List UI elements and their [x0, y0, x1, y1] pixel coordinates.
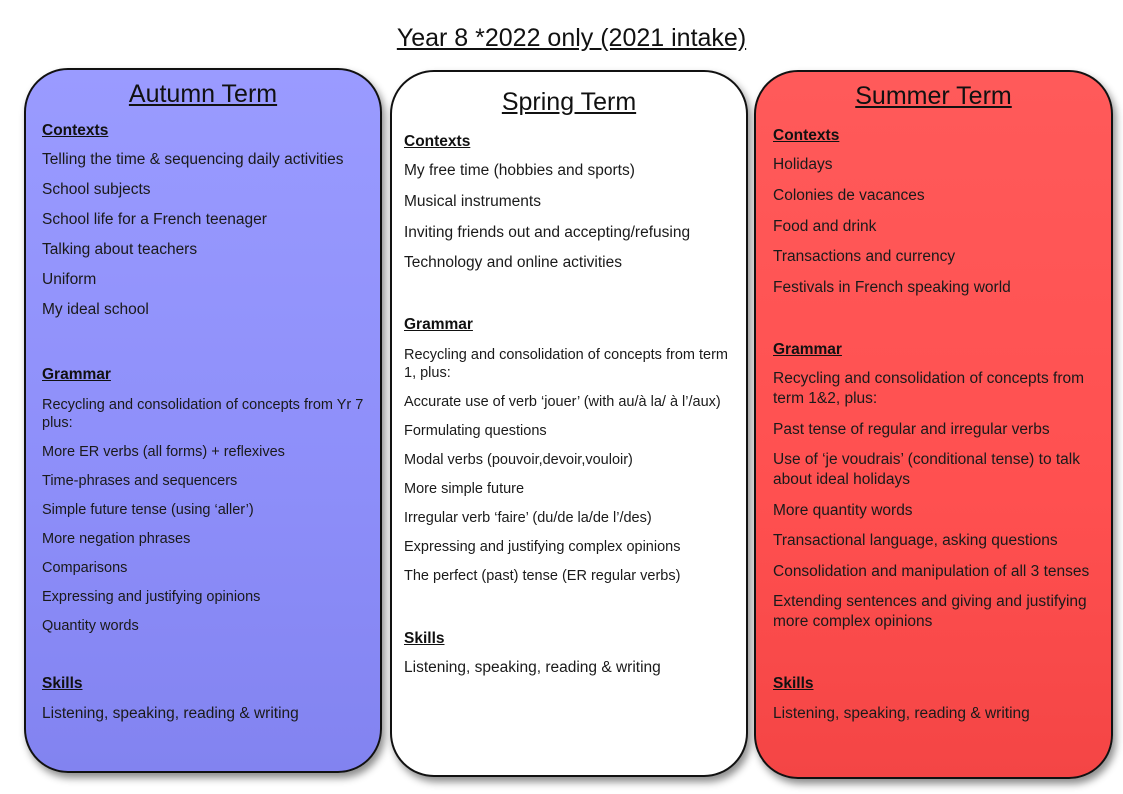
autumn-skills-heading: Skills [42, 675, 83, 692]
list-item: School subjects [42, 181, 151, 198]
autumn-grammar-heading: Grammar [42, 366, 111, 383]
list-item: Uniform [42, 271, 97, 288]
summer-skills-heading: Skills [773, 675, 814, 692]
list-item: More simple future [404, 481, 525, 497]
summer-contexts-list: Holidays Colonies de vacances Food and d… [773, 155, 1103, 298]
list-item: Colonies de vacances [773, 187, 925, 204]
list-item: Expressing and justifying opinions [42, 589, 261, 605]
list-item: Formulating questions [404, 423, 547, 439]
list-item: Holidays [773, 156, 833, 173]
list-item: More ER verbs (all forms) + reflexives [42, 444, 285, 460]
list-item: Listening, speaking, reading & writing [773, 705, 1030, 722]
spring-grammar-list: Recycling and consolidation of concepts … [404, 346, 728, 585]
spring-term-card: Spring Term Contexts My free time (hobbi… [390, 70, 748, 777]
list-item: Accurate use of verb ‘jouer’ (with au/à … [404, 394, 721, 410]
spring-skills-heading: Skills [404, 630, 445, 647]
summer-grammar-list: Recycling and consolidation of concepts … [773, 369, 1103, 632]
list-item: Inviting friends out and accepting/refus… [404, 224, 691, 241]
autumn-term-title: Autumn Term [128, 80, 278, 108]
list-item: Consolidation and manipulation of all 3 … [773, 563, 1090, 580]
spring-grammar-heading: Grammar [404, 316, 473, 333]
spring-contexts-list: My free time (hobbies and sports) Musica… [404, 161, 728, 273]
list-item: Festivals in French speaking world [773, 279, 1011, 296]
autumn-contexts-list: Telling the time & sequencing daily acti… [42, 150, 364, 320]
list-item: My free time (hobbies and sports) [404, 162, 635, 179]
list-item: Irregular verb ‘faire’ (du/de la/de l’/d… [404, 510, 652, 526]
summer-contexts-heading: Contexts [773, 127, 840, 144]
list-item: The perfect (past) tense (ER regular ver… [404, 568, 681, 584]
list-item: Recycling and consolidation of concepts … [773, 370, 1085, 407]
list-item: Transactions and currency [773, 248, 956, 265]
spring-contexts-heading: Contexts [404, 133, 471, 150]
list-item: School life for a French teenager [42, 211, 267, 228]
list-item: More quantity words [773, 502, 913, 519]
list-item: Talking about teachers [42, 241, 198, 258]
list-item: Recycling and consolidation of concepts … [42, 397, 364, 431]
list-item: Quantity words [42, 618, 139, 634]
list-item: Modal verbs (pouvoir,devoir,vouloir) [404, 452, 633, 468]
autumn-term-card: Autumn Term Contexts Telling the time & … [24, 68, 382, 773]
spring-term-title: Spring Term [501, 88, 637, 116]
list-item: Past tense of regular and irregular verb… [773, 421, 1050, 438]
list-item: Simple future tense (using ‘aller’) [42, 502, 254, 518]
autumn-contexts-heading: Contexts [42, 122, 109, 139]
list-item: Comparisons [42, 560, 128, 576]
list-item: Extending sentences and giving and justi… [773, 593, 1087, 630]
summer-term-card: Summer Term Contexts Holidays Colonies d… [754, 70, 1113, 779]
list-item: Listening, speaking, reading & writing [404, 659, 661, 676]
list-item: Listening, speaking, reading & writing [42, 705, 299, 722]
summer-grammar-heading: Grammar [773, 341, 842, 358]
list-item: Use of ‘je voudrais’ (conditional tense)… [773, 451, 1080, 488]
list-item: Recycling and consolidation of concepts … [404, 347, 728, 381]
list-item: More negation phrases [42, 531, 191, 547]
list-item: Telling the time & sequencing daily acti… [42, 151, 344, 168]
list-item: Technology and online activities [404, 254, 622, 271]
list-item: Expressing and justifying complex opinio… [404, 539, 681, 555]
list-item: Transactional language, asking questions [773, 532, 1058, 549]
list-item: Food and drink [773, 218, 877, 235]
list-item: Musical instruments [404, 193, 541, 210]
autumn-grammar-list: Recycling and consolidation of concepts … [42, 396, 364, 635]
page-title: Year 8 *2022 only (2021 intake) [396, 24, 747, 52]
list-item: My ideal school [42, 301, 149, 318]
summer-term-title: Summer Term [855, 82, 1012, 110]
list-item: Time-phrases and sequencers [42, 473, 238, 489]
